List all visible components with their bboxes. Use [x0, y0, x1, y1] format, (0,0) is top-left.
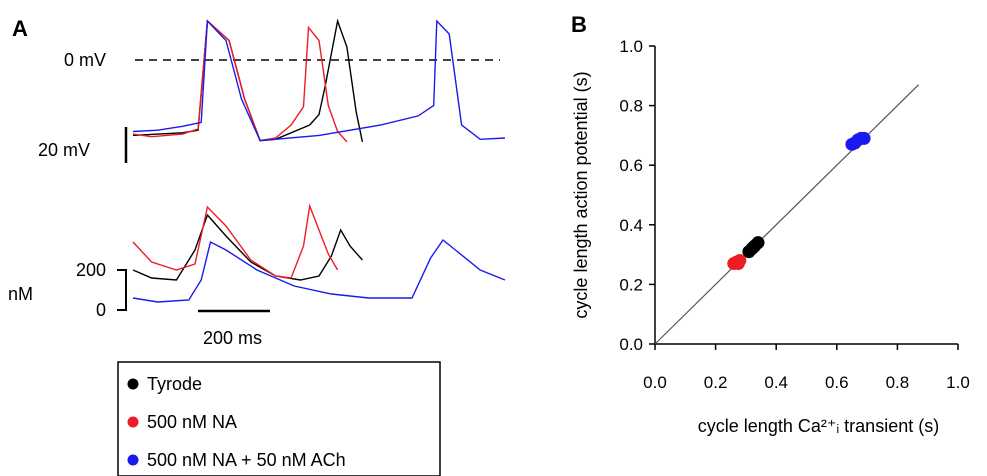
- y-tick-label: 0.0: [619, 335, 643, 354]
- panel-b-letter: B: [571, 12, 587, 37]
- x-tick-label: 0.6: [825, 373, 849, 392]
- ap-trace-na: [132, 19, 348, 143]
- y-tick-label: 0.6: [619, 156, 643, 175]
- ap-trace-na-ach: [132, 19, 506, 142]
- x-tick-label: 1.0: [946, 373, 970, 392]
- legend-box: [117, 361, 441, 476]
- data-point-na: [731, 257, 745, 271]
- x-tick-label: 0.0: [643, 373, 667, 392]
- ca-trace-na-ach: [132, 238, 506, 303]
- ca-trace-tyrode: [132, 213, 363, 281]
- mv-scale-label: 20 mV: [38, 140, 90, 160]
- legend-label-tyrode: Tyrode: [147, 374, 202, 394]
- identity-line: [654, 84, 920, 345]
- nm-scale-bar: [117, 269, 127, 311]
- scatter-plot: 0.0 0.2 0.4 0.6 0.8 1.0 0.0 0.2 0.4 0.6 0.8 1.0 cyc…: [571, 37, 970, 436]
- nm-tick-0: 0: [96, 300, 106, 320]
- data-point-na-ach: [857, 131, 871, 145]
- legend-label-na: 500 nM NA: [147, 412, 237, 432]
- y-tick-label: 0.2: [619, 275, 643, 294]
- time-scale-label: 200 ms: [203, 328, 262, 348]
- y-axis-label: cycle length action potential (s): [571, 71, 591, 318]
- legend-marker-tyrode: [127, 378, 139, 390]
- action-potential-traces: [132, 18, 506, 143]
- x-axis-label: cycle length Ca²⁺ᵢ transient (s): [698, 416, 939, 436]
- ca-trace-na: [132, 203, 339, 279]
- legend-label-na-ach: 500 nM NA + 50 nM ACh: [147, 450, 346, 470]
- legend-marker-na-ach: [127, 454, 139, 466]
- x-tick-label: 0.8: [886, 373, 910, 392]
- y-tick-label: 0.8: [619, 97, 643, 116]
- y-tick-label: 0.4: [619, 216, 643, 235]
- data-point-tyrode: [746, 240, 760, 254]
- nm-tick-200: 200: [76, 260, 106, 280]
- zero-mv-label: 0 mV: [64, 50, 106, 70]
- calcium-traces: [132, 203, 506, 303]
- panel-a-letter: A: [12, 16, 28, 41]
- nm-unit-label: nM: [8, 284, 33, 304]
- y-tick-label: 1.0: [619, 37, 643, 56]
- x-tick-label: 0.2: [704, 373, 728, 392]
- legend: Tyrode 500 nM NA 500 nM NA + 50 nM ACh: [117, 361, 441, 476]
- ap-trace-tyrode: [132, 18, 364, 143]
- legend-marker-na: [127, 416, 139, 428]
- x-tick-label: 0.4: [764, 373, 788, 392]
